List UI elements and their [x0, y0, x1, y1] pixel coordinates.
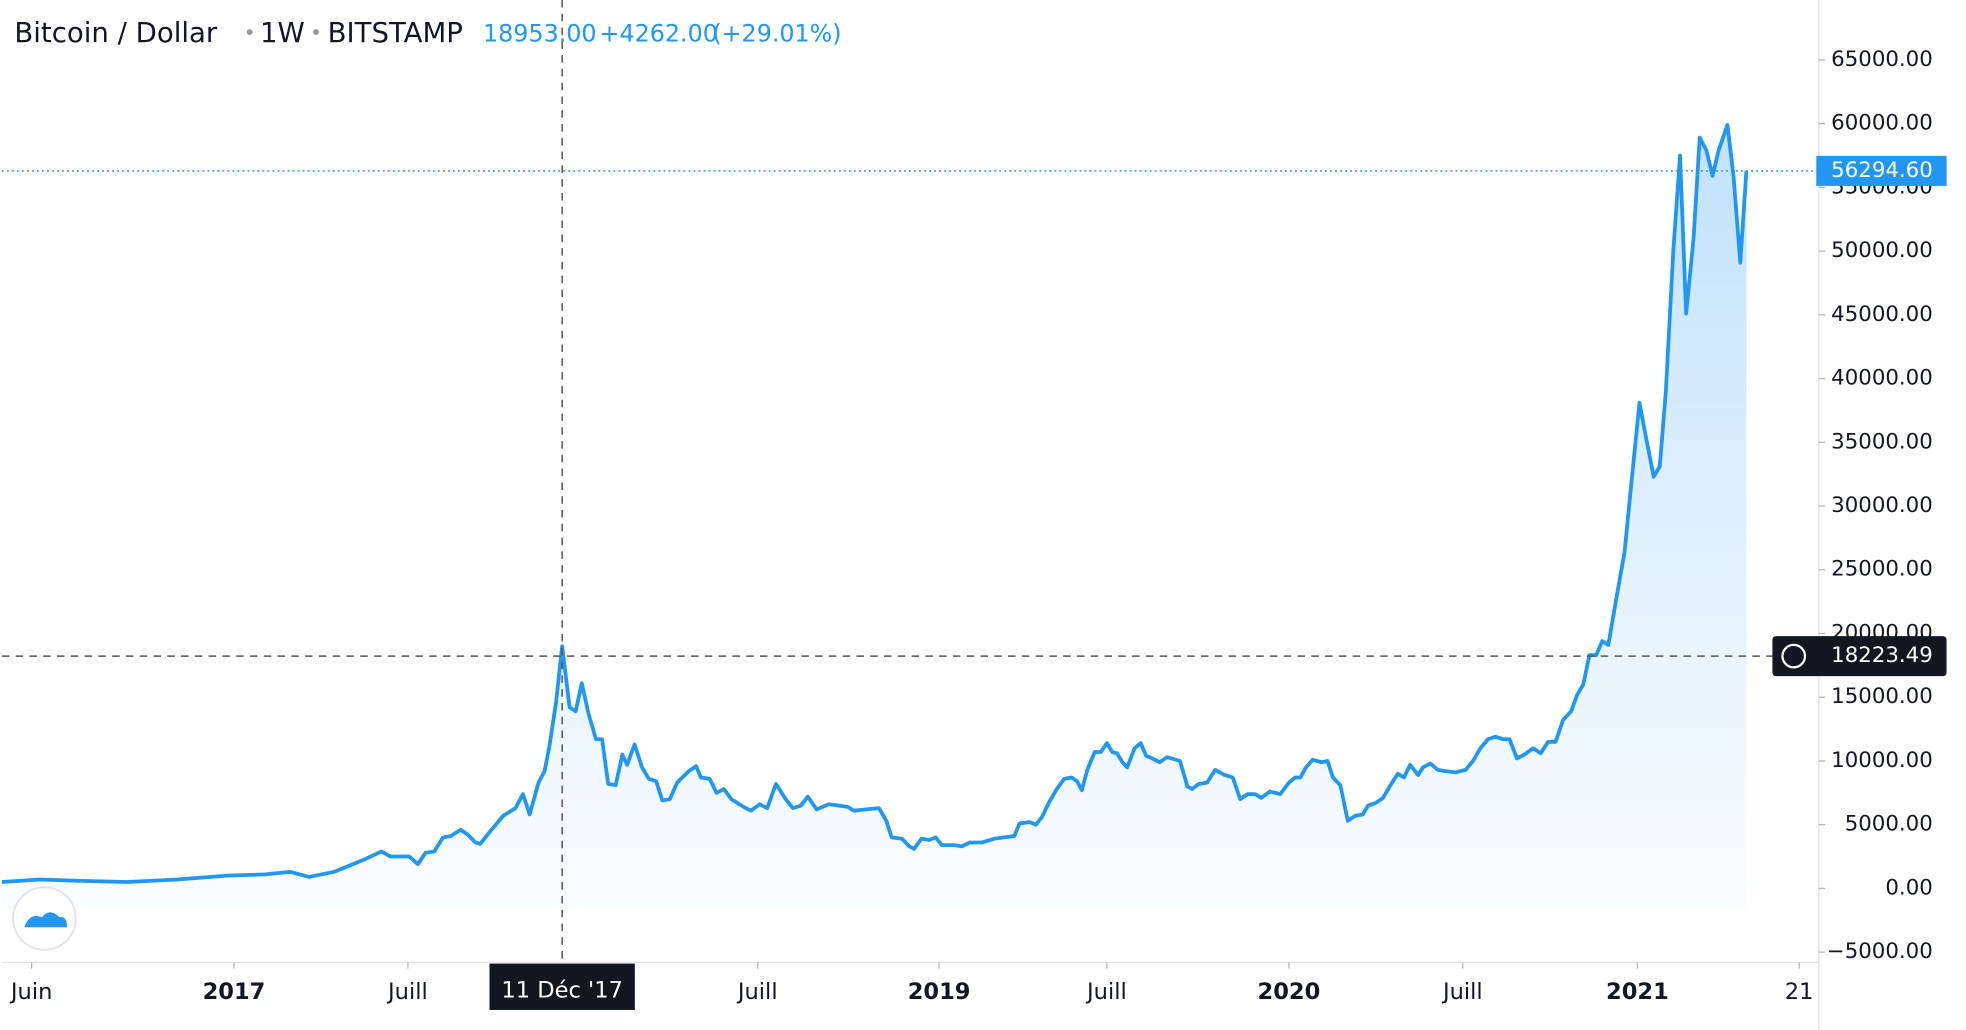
- y-tick-label: 30000.00: [1831, 493, 1933, 518]
- y-tick-label: −5000.00: [1827, 939, 1933, 964]
- last-price-label: 56294.60: [1831, 158, 1933, 183]
- separator: •: [244, 20, 256, 44]
- crosshair-y-icon: [1781, 643, 1807, 669]
- x-tick-label: Juill: [1441, 979, 1483, 1005]
- x-tick-label: Juin: [9, 979, 52, 1005]
- crosshair-x-label: 11 Déc '17: [501, 978, 623, 1004]
- area-fill: [1, 124, 1747, 909]
- y-tick-label: 40000.00: [1831, 366, 1933, 391]
- change: +4262.00: [600, 20, 718, 48]
- crosshair-x-box: [489, 963, 635, 1010]
- exchange: BITSTAMP: [328, 17, 463, 49]
- interval: 1W: [260, 17, 305, 49]
- y-tick-label: 0.00: [1885, 875, 1932, 900]
- y-tick-label: 15000.00: [1831, 684, 1933, 709]
- y-tick-label: 50000.00: [1831, 238, 1933, 263]
- y-tick-label: 10000.00: [1831, 748, 1933, 773]
- crosshair-y-label: 18223.49: [1831, 643, 1933, 668]
- symbol-title: Bitcoin / Dollar: [14, 17, 218, 49]
- x-tick-label: 2019: [908, 979, 971, 1005]
- axes: −5000.000.005000.0010000.0015000.0020000…: [9, 47, 1947, 1010]
- y-tick-label: 25000.00: [1831, 557, 1933, 582]
- x-tick-label: 2020: [1258, 979, 1321, 1005]
- x-tick-label: Juill: [736, 979, 778, 1005]
- plot-area: [1, 0, 1819, 963]
- y-tick-label: 5000.00: [1845, 812, 1933, 837]
- x-tick-label: Juill: [1085, 979, 1127, 1005]
- y-tick-label: 45000.00: [1831, 302, 1933, 327]
- x-tick-label: 21: [1785, 979, 1814, 1005]
- change-pct: (+29.01%): [712, 20, 841, 48]
- y-tick-label: 35000.00: [1831, 429, 1933, 454]
- logo: [12, 886, 77, 951]
- price: 18953.00: [483, 20, 597, 48]
- price-line: [1, 123, 1749, 884]
- x-tick-label: 2021: [1606, 979, 1669, 1005]
- header: Bitcoin / Dollar • 1W • BITSTAMP 18953.0…: [14, 17, 841, 49]
- y-tick-label: 60000.00: [1831, 111, 1933, 136]
- last-price-box: [1816, 155, 1947, 186]
- y-tick-label: 65000.00: [1831, 47, 1933, 72]
- crosshair-y-box: [1772, 636, 1947, 677]
- separator: •: [310, 20, 322, 44]
- x-tick-label: 2017: [203, 979, 266, 1005]
- x-tick-label: Juill: [386, 979, 428, 1005]
